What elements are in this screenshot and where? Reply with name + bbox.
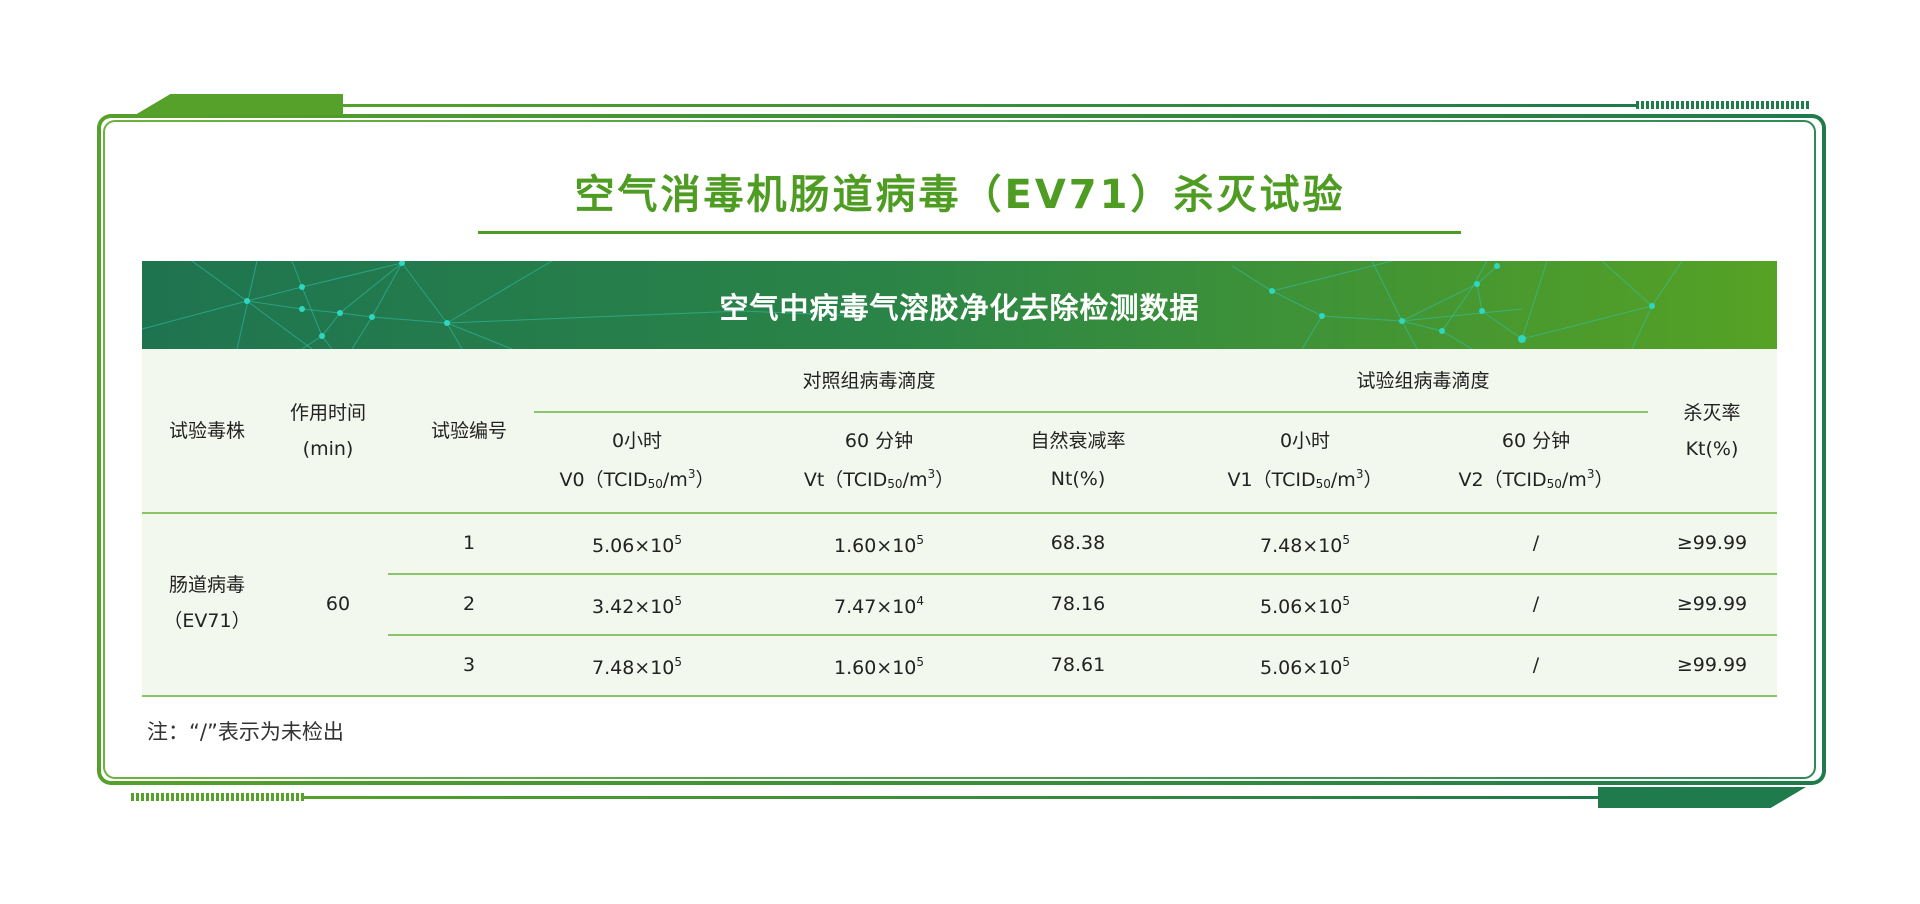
decor-tab-top-left [135,94,343,115]
header-time: 作用时间 [289,402,367,424]
v0-value: 7.48×105 [591,655,683,679]
table-note: 注：“/”表示为未检出 [147,720,344,744]
decor-stripes-bottom-left [131,793,304,801]
data-table: 试验毒株 作用时间 (min) 试验编号 对照组病毒滴度 试验组病毒滴度 0小时… [142,349,1777,697]
header-kt-unit: Kt(%) [1685,438,1739,460]
header-v1-unit: V1（TCID50/m3） [1227,467,1383,491]
test-no: 1 [462,532,476,554]
action-time: 60 [325,593,351,615]
header-time-unit: (min) [302,438,354,460]
header-vt-title: 60 分钟 [844,430,914,452]
header-control-group: 对照组病毒滴度 [802,370,936,392]
kt-value: ≥99.99 [1676,593,1748,615]
v1-value: 5.06×105 [1259,594,1351,618]
table-bottom-rule [142,695,1777,697]
strain-code: （EV71） [163,610,251,632]
header-bottom-rule [142,512,1777,514]
header-strain: 试验毒株 [168,420,246,442]
header-vt-unit: Vt（TCID50/m3） [803,467,955,491]
vt-value: 7.47×104 [833,594,925,618]
v0-value: 3.42×105 [591,594,683,618]
header-kt-title: 杀灭率 [1683,402,1741,424]
nt-value: 78.61 [1050,654,1106,676]
test-no: 2 [462,593,476,615]
header-nt-unit: Nt(%) [1050,468,1106,490]
header-nt-title: 自然衰减率 [1030,430,1126,452]
header-v0-title: 0小时 [611,430,663,452]
v2-value: / [1532,593,1540,615]
vt-value: 1.60×105 [833,655,925,679]
row-divider [388,634,1777,636]
decor-line-bottom [304,796,1598,799]
header-v1-title: 0小时 [1279,430,1331,452]
v1-value: 7.48×105 [1259,533,1351,557]
decor-line-top [343,104,1636,107]
decor-tab-bottom-right [1598,787,1806,808]
header-v2-unit: V2（TCID50/m3） [1458,467,1614,491]
strain-name: 肠道病毒 [168,574,246,596]
nt-value: 68.38 [1050,532,1106,554]
kt-value: ≥99.99 [1676,532,1748,554]
row-divider [388,573,1777,575]
test-no: 3 [462,654,476,676]
nt-value: 78.16 [1050,593,1106,615]
header-test-no: 试验编号 [430,420,508,442]
v0-value: 5.06×105 [591,533,683,557]
vt-value: 1.60×105 [833,533,925,557]
header-v0-unit: V0（TCID50/m3） [559,467,715,491]
banner-title: 空气中病毒气溶胶净化去除检测数据 [719,291,1200,325]
kt-value: ≥99.99 [1676,654,1748,676]
table-banner: 空气中病毒气溶胶净化去除检测数据 [142,261,1777,349]
v2-value: / [1532,654,1540,676]
network-pattern [142,261,1683,349]
v1-value: 5.06×105 [1259,655,1351,679]
header-test-group: 试验组病毒滴度 [1356,370,1490,392]
group-divider [534,411,1648,413]
title-underline [478,231,1461,234]
page-title: 空气消毒机肠道病毒（EV71）杀灭试验 [574,172,1346,218]
decor-stripes-top-right [1636,101,1810,109]
v2-value: / [1532,532,1540,554]
header-v2-title: 60 分钟 [1501,430,1571,452]
